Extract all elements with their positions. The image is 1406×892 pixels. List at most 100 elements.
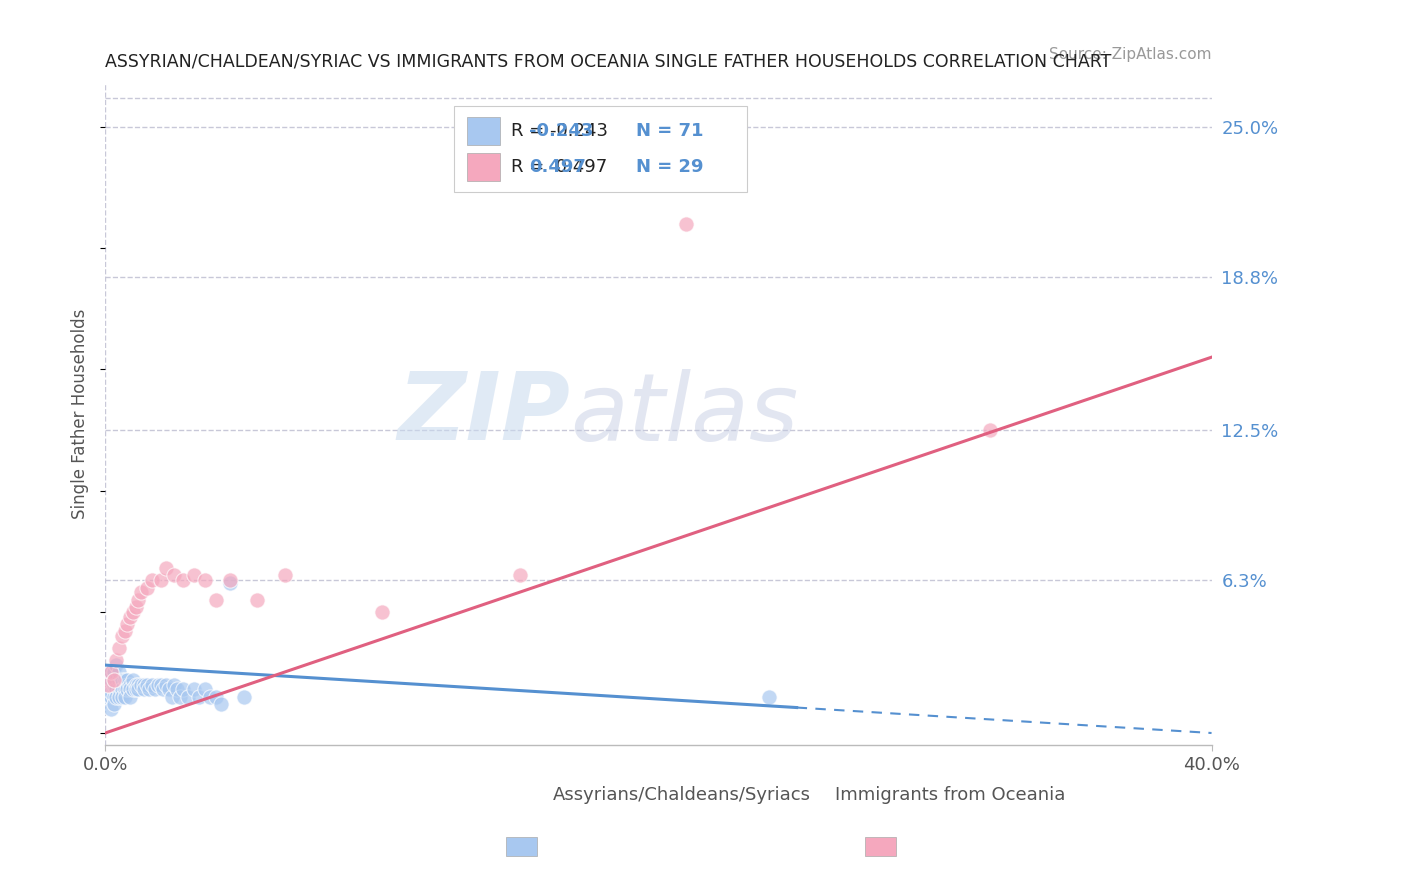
Text: N = 29: N = 29 [637, 158, 704, 176]
Point [122, 682, 145, 697]
Point [117, 682, 139, 697]
Point [120, 682, 142, 697]
Point [97, 677, 120, 691]
Point [97, 690, 120, 704]
Text: Assyrians/Chaldeans/Syriacs: Assyrians/Chaldeans/Syriacs [554, 786, 811, 804]
Point [188, 690, 211, 704]
Y-axis label: Single Father Households: Single Father Households [72, 309, 89, 519]
Text: R = -0.243: R = -0.243 [512, 122, 609, 140]
Point [371, 605, 394, 619]
Point [183, 682, 205, 697]
Point [97, 677, 120, 691]
Point [111, 677, 134, 691]
Point [218, 574, 240, 588]
Point [127, 592, 149, 607]
Point [100, 682, 122, 697]
Text: N = 71: N = 71 [637, 122, 704, 140]
Point [108, 665, 131, 680]
Point [114, 690, 136, 704]
Point [117, 677, 139, 691]
Point [105, 682, 128, 697]
Point [114, 624, 136, 639]
Point [108, 641, 131, 656]
Point [141, 677, 163, 691]
Point [194, 574, 217, 588]
Point [97, 673, 120, 687]
Point [100, 690, 122, 704]
Point [100, 665, 122, 680]
Point [177, 690, 200, 704]
Point [111, 673, 134, 687]
Point [117, 616, 139, 631]
Point [166, 682, 188, 697]
Point [209, 697, 232, 711]
Point [122, 605, 145, 619]
Point [509, 568, 531, 582]
Point [127, 677, 149, 691]
Point [103, 673, 125, 687]
Point [205, 592, 228, 607]
Text: -0.243: -0.243 [529, 122, 593, 140]
Point [111, 690, 134, 704]
Point [200, 690, 222, 704]
Point [124, 599, 146, 614]
Point [100, 702, 122, 716]
Point [124, 682, 146, 697]
Point [127, 682, 149, 697]
Point [103, 682, 125, 697]
Point [105, 673, 128, 687]
Point [183, 568, 205, 582]
FancyBboxPatch shape [467, 153, 501, 180]
Point [108, 673, 131, 687]
Point [205, 690, 228, 704]
Point [172, 574, 194, 588]
Text: Immigrants from Oceania: Immigrants from Oceania [835, 786, 1066, 804]
Point [172, 682, 194, 697]
Point [146, 677, 169, 691]
Point [675, 217, 697, 231]
Point [157, 682, 180, 697]
Point [117, 673, 139, 687]
Point [169, 690, 191, 704]
Text: 0.497: 0.497 [529, 158, 586, 176]
Point [274, 568, 297, 582]
Point [138, 682, 160, 697]
Point [108, 690, 131, 704]
Point [141, 574, 163, 588]
Point [160, 690, 183, 704]
Point [103, 673, 125, 687]
Point [132, 682, 155, 697]
Point [105, 690, 128, 704]
Point [152, 682, 174, 697]
Point [232, 690, 254, 704]
Point [120, 690, 142, 704]
Point [149, 677, 172, 691]
Text: Source: ZipAtlas.com: Source: ZipAtlas.com [1049, 47, 1212, 62]
Point [114, 682, 136, 697]
Point [105, 658, 128, 673]
Point [132, 677, 155, 691]
Point [100, 665, 122, 680]
Point [111, 629, 134, 643]
Point [111, 682, 134, 697]
Point [155, 561, 177, 575]
Point [103, 677, 125, 691]
Point [155, 677, 177, 691]
Point [194, 682, 217, 697]
Point [100, 673, 122, 687]
Text: ZIP: ZIP [396, 368, 569, 460]
Point [135, 677, 157, 691]
Point [100, 677, 122, 691]
Point [120, 609, 142, 624]
Text: atlas: atlas [569, 368, 799, 459]
Point [218, 575, 240, 590]
Point [103, 697, 125, 711]
Point [135, 581, 157, 595]
Point [114, 673, 136, 687]
Point [246, 592, 269, 607]
Point [129, 585, 152, 599]
Point [103, 690, 125, 704]
Point [129, 677, 152, 691]
Point [120, 677, 142, 691]
Point [122, 673, 145, 687]
